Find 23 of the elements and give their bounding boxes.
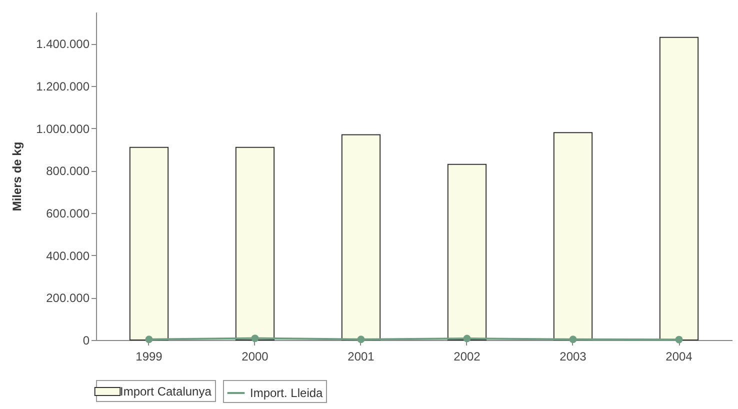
y-tick-label: 200.000 [46, 291, 90, 306]
bar [341, 134, 381, 340]
bar [129, 146, 169, 340]
x-tick-label: 2000 [242, 350, 269, 364]
y-tick-label: 0 [82, 334, 90, 348]
x-tick-label: 2004 [666, 350, 693, 364]
legend-label: Import Catalunya [120, 384, 212, 398]
bar [553, 132, 593, 340]
x-tick-label: 1999 [136, 350, 163, 364]
y-tick-label: 800.000 [46, 164, 90, 178]
y-tick-label: 1.000.000 [36, 122, 90, 136]
legend-label: Import. Lleida [250, 386, 324, 400]
y-tick-label: 1.400.000 [36, 37, 90, 52]
x-tick-label: 2002 [454, 350, 481, 364]
bar [447, 164, 487, 340]
y-tick-label: 1.200.000 [36, 80, 90, 94]
bar [235, 146, 275, 340]
x-tick-label: 2001 [348, 350, 375, 364]
y-tick-label: 400.000 [46, 248, 90, 263]
y-tick-label: 600.000 [46, 206, 90, 221]
x-tick-label: 2003 [560, 350, 587, 364]
y-axis-title: Milers de kg [10, 142, 24, 212]
bar [659, 36, 699, 340]
